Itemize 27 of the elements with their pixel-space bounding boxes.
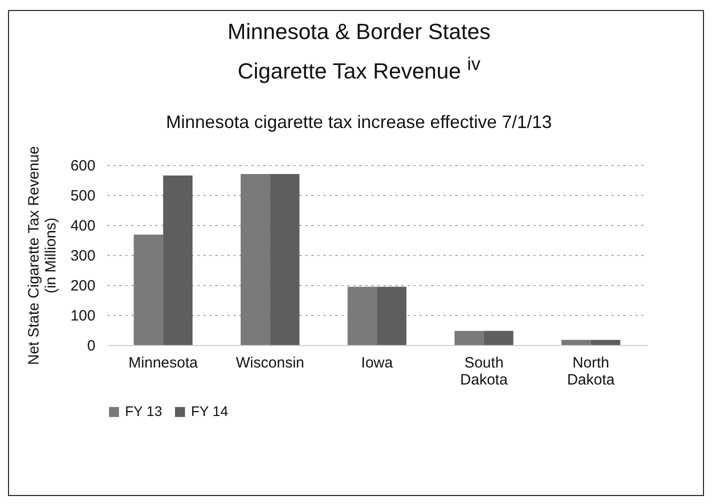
y-tick-label: 500 (70, 188, 96, 204)
y-tick-label: 200 (70, 278, 96, 294)
y-axis-title: Net State Cigarette Tax Revenue (in Millions) (25, 146, 60, 366)
bar (377, 286, 406, 345)
y-tick-label: 600 (70, 158, 96, 174)
x-tick-label: Wisconsin (236, 354, 304, 372)
y-tick-label: 400 (70, 218, 96, 234)
y-tick-label: 300 (70, 248, 96, 264)
chart-title: Minnesota & Border States Cigarette Tax Revenue $^{iv}$ (226, 18, 492, 86)
bar (590, 340, 620, 345)
bar (454, 330, 484, 345)
legend-label: FY 13 (125, 403, 162, 419)
x-tick-label: North Dakota (567, 354, 616, 388)
bar (561, 340, 591, 345)
bar (348, 286, 377, 345)
y-tick-label: 100 (70, 308, 96, 324)
x-tick-label: Iowa (361, 354, 394, 372)
bar (270, 174, 300, 345)
bar (484, 330, 514, 345)
bar (163, 176, 193, 345)
chart-subtitle: Minnesota cigarette tax increase effective 7/1/13 (165, 112, 553, 133)
y-tick-label: 0 (87, 338, 96, 354)
bar (240, 174, 270, 345)
legend-label: FY 14 (191, 403, 228, 419)
x-tick-label: Minnesota (128, 354, 198, 372)
bar (134, 234, 164, 345)
x-tick-label: South Dakota (460, 354, 508, 388)
